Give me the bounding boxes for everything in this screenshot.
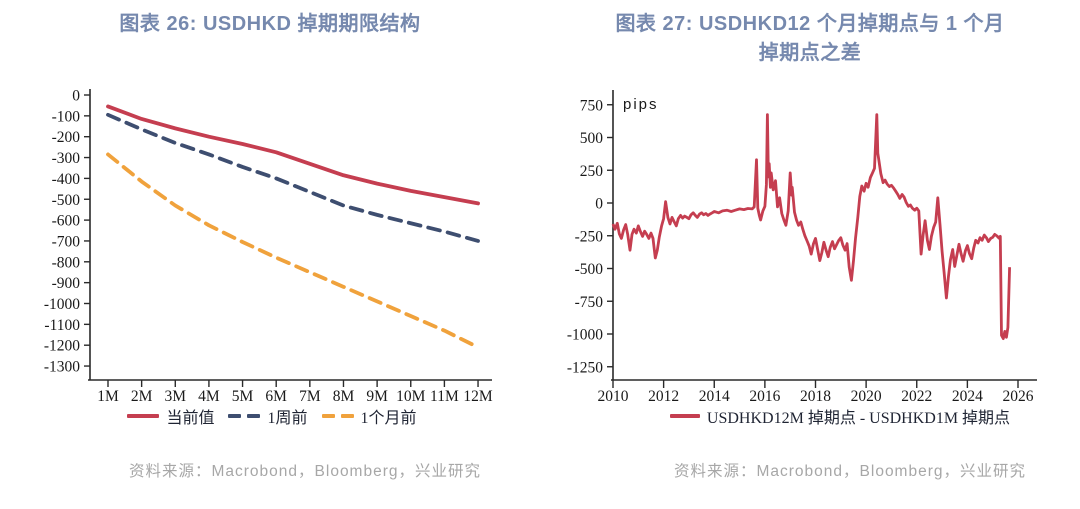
y-tick-label: 0 xyxy=(595,196,603,213)
x-tick-label: 2020 xyxy=(851,388,882,405)
legend-label: 1周前 xyxy=(267,410,308,427)
figure-27-title-line2: 掉期点之差 xyxy=(758,42,862,64)
series-line-1周前 xyxy=(106,112,480,243)
y-tick-label: -800 xyxy=(52,254,81,271)
y-tick-label: -600 xyxy=(52,213,81,230)
legend-item-当前值: 当前值 xyxy=(127,404,214,428)
y-tick-label: -900 xyxy=(52,275,81,292)
y-tick-label: -700 xyxy=(52,233,81,250)
swap-point-spread-chart: 750 500 250 0 -250 -500 -750 -1000 -1250 2010 2012… xyxy=(567,90,1037,405)
y-tick-label: -400 xyxy=(52,171,81,188)
y-tick-label: -300 xyxy=(52,150,81,167)
figure-26-source: 资料来源：Macrobond，Bloomberg，兴业研究 xyxy=(128,463,482,480)
x-tick-label: 9M xyxy=(366,388,388,405)
figure-27-legend: USDHKD12M 掉期点 - USDHKD1M 掉期点 xyxy=(570,404,1080,428)
y-tick-label: 500 xyxy=(580,130,604,147)
x-tick-label: 8M xyxy=(333,388,355,405)
y-tick-label: -500 xyxy=(52,192,81,209)
x-tick-label: 2026 xyxy=(1003,388,1034,405)
x-tick-label: 4M xyxy=(198,388,220,405)
y-tick-label: 0 xyxy=(72,88,80,105)
figure-27-title: 图表 27: USDHKD12 个月掉期点与 1 个月 掉期点之差 xyxy=(540,10,1080,68)
x-tick-label: 2010 xyxy=(598,388,629,405)
legend-dash-segment xyxy=(340,414,354,418)
x-tick-label: 2016 xyxy=(749,388,780,405)
figure-27-panel: 图表 27: USDHKD12 个月掉期点与 1 个月 掉期点之差 750 500… xyxy=(540,0,1080,509)
legend-marker-solid xyxy=(127,414,160,418)
x-tick-label: 2024 xyxy=(952,388,983,405)
figure-27-title-line1: 图表 27: USDHKD12 个月掉期点与 1 个月 xyxy=(615,13,1005,35)
legend-marker-dashed xyxy=(228,414,261,418)
x-tick-label: 6M xyxy=(265,388,287,405)
legend-item-USDHKD12M 掉期点 - USDHKD1M 掉期点: USDHKD12M 掉期点 - USDHKD1M 掉期点 xyxy=(669,404,1011,428)
legend-label: 当前值 xyxy=(166,410,215,427)
series-line-当前值 xyxy=(106,104,480,206)
y-tick-label: -750 xyxy=(575,294,604,311)
x-tick-label: 2014 xyxy=(699,388,730,405)
y-tick-label: -1300 xyxy=(44,359,80,376)
legend-item-1周前: 1周前 xyxy=(228,404,308,428)
y-tick-label: -1100 xyxy=(44,317,80,334)
figure-27-source: 资料来源：Macrobond，Bloomberg，兴业研究 xyxy=(673,463,1027,480)
x-tick-label: 2M xyxy=(131,388,153,405)
x-tick-label: 2022 xyxy=(901,388,932,405)
y-tick-label: -1200 xyxy=(44,338,80,355)
x-tick-label: 7M xyxy=(299,388,321,405)
y-tick-label: -100 xyxy=(52,108,81,125)
x-tick-label: 1M xyxy=(97,388,119,405)
x-tick-label: 3M xyxy=(165,388,187,405)
legend-item-1个月前: 1个月前 xyxy=(321,404,417,428)
y-tick-label: -1000 xyxy=(567,327,603,344)
swap-term-structure-chart: 0 -100 -200 -300 -400 -500 -600 -700 -800 -900 -10… xyxy=(44,88,493,406)
figure-26-title-text: 图表 26: USDHKD 掉期期限结构 xyxy=(119,13,421,35)
legend-label: USDHKD12M 掉期点 - USDHKD1M 掉期点 xyxy=(706,410,1011,427)
x-tick-label: 11M xyxy=(430,388,459,405)
legend-marker-solid xyxy=(669,414,700,418)
x-tick-label: 5M xyxy=(232,388,254,405)
y-tick-label: -250 xyxy=(575,228,604,245)
x-tick-label: 2012 xyxy=(648,388,679,405)
y-tick-label: 250 xyxy=(580,163,604,180)
y-tick-label: -1000 xyxy=(44,296,80,313)
figure-26-panel: 图表 26: USDHKD 掉期期限结构 0 -100 -200 -300 -400 -5… xyxy=(0,10,542,428)
legend-label: 1个月前 xyxy=(360,410,417,427)
pips-axis-label: pips xyxy=(623,96,659,113)
legend-dash-segment xyxy=(247,414,261,418)
figure-26-legend: 当前值 1周前 1个月前 xyxy=(2,404,542,428)
y-tick-label: 750 xyxy=(580,97,604,114)
y-tick-label: -500 xyxy=(575,261,604,278)
y-tick-label: -1250 xyxy=(567,359,603,376)
figure-26-title: 图表 26: USDHKD 掉期期限结构 xyxy=(0,10,540,39)
legend-dash-segment xyxy=(321,414,335,418)
x-tick-label: 2018 xyxy=(800,388,831,405)
x-tick-label: 12M xyxy=(463,388,493,405)
series-line-1个月前 xyxy=(106,152,480,350)
y-tick-label: -200 xyxy=(52,129,81,146)
series-line-usdhkd-spread xyxy=(611,113,1011,341)
legend-marker-dashed xyxy=(321,414,354,418)
legend-dash-segment xyxy=(228,414,242,418)
x-tick-label: 10M xyxy=(396,388,426,405)
